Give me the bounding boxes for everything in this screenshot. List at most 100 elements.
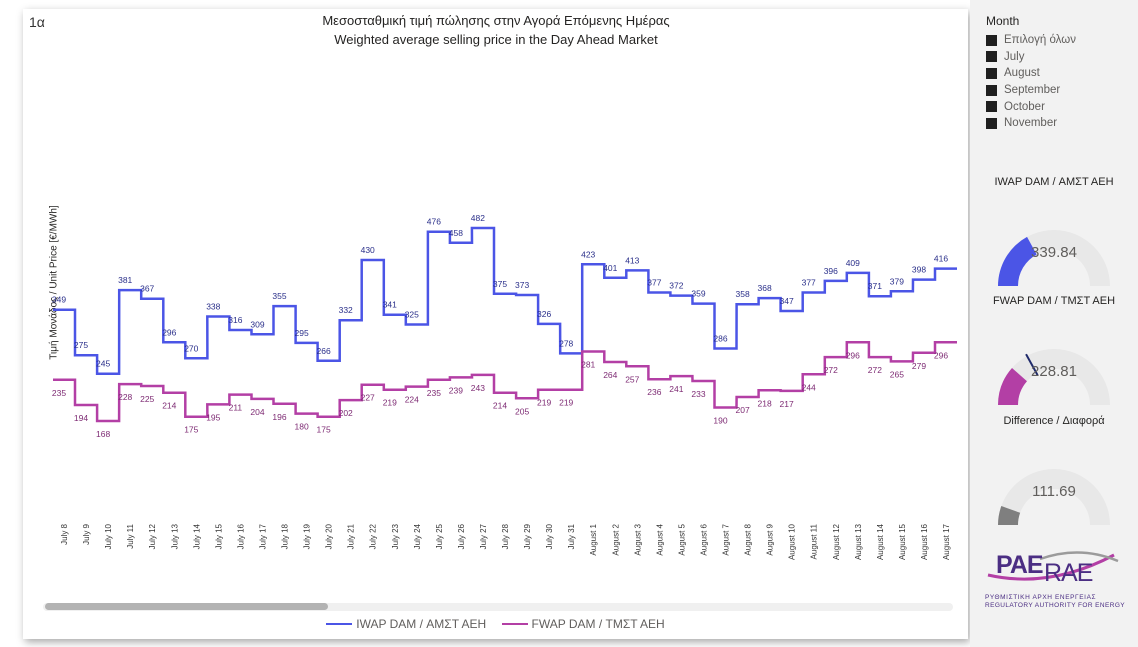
data-label: 228 [118, 392, 132, 402]
slicer-item-october[interactable]: October [986, 98, 1076, 115]
x-tick-label: August 9 [766, 523, 775, 555]
data-label: 430 [361, 245, 375, 255]
data-label: 272 [824, 365, 838, 375]
chart-scrollbar-track[interactable] [43, 603, 953, 611]
data-label: 175 [184, 425, 198, 435]
x-tick-label: July 8 [60, 523, 69, 544]
legend-item-iwap[interactable]: IWAP DAM / ΑΜΣΤ ΑΕΗ [326, 617, 486, 631]
x-tick-label: July 20 [325, 523, 334, 549]
legend-item-fwap[interactable]: FWAP DAM / ΤΜΣΤ ΑΕΗ [501, 617, 665, 631]
x-tick-label: July 30 [545, 523, 554, 549]
gauge-arc-fwap [998, 349, 1110, 405]
x-tick-label: July 28 [501, 523, 510, 549]
data-label: 275 [74, 340, 88, 350]
page-badge: 1α [29, 14, 45, 30]
chart-title-greek: Μεσοσταθμική τιμή πώλησης στην Αγορά Επό… [322, 13, 670, 28]
checkbox[interactable] [986, 117, 997, 129]
chart-scrollbar-thumb[interactable] [45, 603, 328, 610]
x-tick-label: August 14 [876, 523, 885, 560]
data-label: 244 [802, 382, 816, 392]
data-label: 225 [140, 394, 154, 404]
logo-swoosh-icon [987, 551, 1119, 581]
slicer-item-label: October [1004, 100, 1045, 113]
data-label: 325 [405, 310, 419, 320]
data-label: 241 [669, 384, 683, 394]
chart-panel: 1α Μεσοσταθμική τιμή πώλησης στην Αγορά … [23, 9, 968, 639]
gauge-value-fwap: 228.81 [1031, 363, 1077, 380]
slicer-item-select-all[interactable]: Επιλογή όλων [986, 32, 1076, 49]
data-label: 371 [868, 281, 882, 291]
x-tick-label: August 12 [832, 523, 841, 560]
data-label: 423 [581, 249, 595, 259]
slicer-item-july[interactable]: July [986, 49, 1076, 66]
data-label: 341 [383, 300, 397, 310]
gauge-arc-iwap [998, 230, 1110, 286]
x-tick-label: July 10 [104, 523, 113, 549]
slicer-item-september[interactable]: September [986, 82, 1076, 99]
x-tick-label: July 17 [259, 523, 268, 549]
slicer-item-label: July [1004, 50, 1025, 63]
legend-label-iwap: IWAP DAM / ΑΜΣΤ ΑΕΗ [356, 617, 487, 631]
data-label: 281 [581, 360, 595, 370]
data-label: 205 [515, 406, 529, 416]
gauge-value-difference: 111.69 [1032, 483, 1076, 500]
slicer-item-label: August [1004, 67, 1040, 80]
x-tick-label: August 17 [942, 523, 951, 560]
gauge-fill [998, 236, 1037, 286]
x-tick-label: July 18 [281, 523, 290, 549]
x-tick-label: August 2 [611, 523, 620, 555]
data-label: 279 [912, 361, 926, 371]
x-tick-label: August 4 [655, 523, 664, 555]
data-label: 270 [184, 343, 198, 353]
x-tick-label: July 23 [391, 523, 400, 549]
x-tick-label: July 27 [479, 523, 488, 549]
data-label: 367 [140, 284, 154, 294]
chart-title-english: Weighted average selling price in the Da… [334, 32, 658, 47]
x-tick-label: July 9 [82, 523, 91, 544]
series-line-0[interactable] [53, 226, 957, 375]
checkbox[interactable] [986, 51, 997, 63]
gauge-title-difference: Difference / Διαφορά [1003, 415, 1105, 427]
data-label: 236 [647, 387, 661, 397]
slicer-item-label: November [1004, 117, 1058, 130]
data-label: 266 [317, 346, 331, 356]
slicer-item-november[interactable]: November [986, 115, 1076, 132]
data-label: 180 [295, 422, 309, 432]
x-tick-label: July 16 [236, 523, 245, 549]
data-label: 482 [471, 213, 485, 223]
data-label: 235 [427, 388, 441, 398]
checkbox[interactable] [986, 34, 997, 46]
data-label: 309 [250, 319, 264, 329]
checkbox[interactable] [986, 67, 997, 79]
data-label: 211 [229, 403, 243, 413]
checkbox[interactable] [986, 84, 997, 96]
data-label: 476 [427, 217, 441, 227]
data-label: 347 [780, 296, 794, 306]
x-tick-label: July 12 [148, 523, 157, 549]
data-label: 218 [758, 398, 772, 408]
gauge-title-iwap: IWAP DAM / ΑΜΣΤ ΑΕΗ [994, 176, 1114, 188]
data-label: 235 [52, 388, 66, 398]
legend-label-fwap: FWAP DAM / ΤΜΣΤ ΑΕΗ [531, 617, 665, 631]
data-label: 372 [669, 281, 683, 291]
data-label: 381 [118, 275, 132, 285]
series-line-1[interactable] [53, 341, 957, 423]
slicer-item-label: September [1004, 84, 1061, 97]
data-label: 359 [691, 289, 705, 299]
gauge-value-iwap: 339.84 [1031, 244, 1077, 261]
checkbox[interactable] [986, 101, 997, 113]
data-label: 207 [736, 405, 750, 415]
gauge-track [998, 349, 1110, 405]
x-tick-label: August 15 [898, 523, 907, 560]
data-label: 295 [295, 328, 309, 338]
data-label: 278 [559, 338, 573, 348]
data-label: 272 [868, 365, 882, 375]
gauge-target-marker [1025, 353, 1039, 376]
slicer-item-august[interactable]: August [986, 65, 1076, 82]
data-label: 326 [537, 309, 551, 319]
x-tick-label: July 13 [170, 523, 179, 549]
logo-subtitle-greek: ΡΥΘΜΙΣΤΙΚΗ ΑΡΧΗ ΕΝΕΡΓΕΙΑΣ [985, 594, 1097, 601]
x-tick-label: July 15 [214, 523, 223, 549]
data-label: 196 [272, 412, 286, 422]
side-panel: Month Επιλογή όλων July August September… [970, 0, 1138, 647]
